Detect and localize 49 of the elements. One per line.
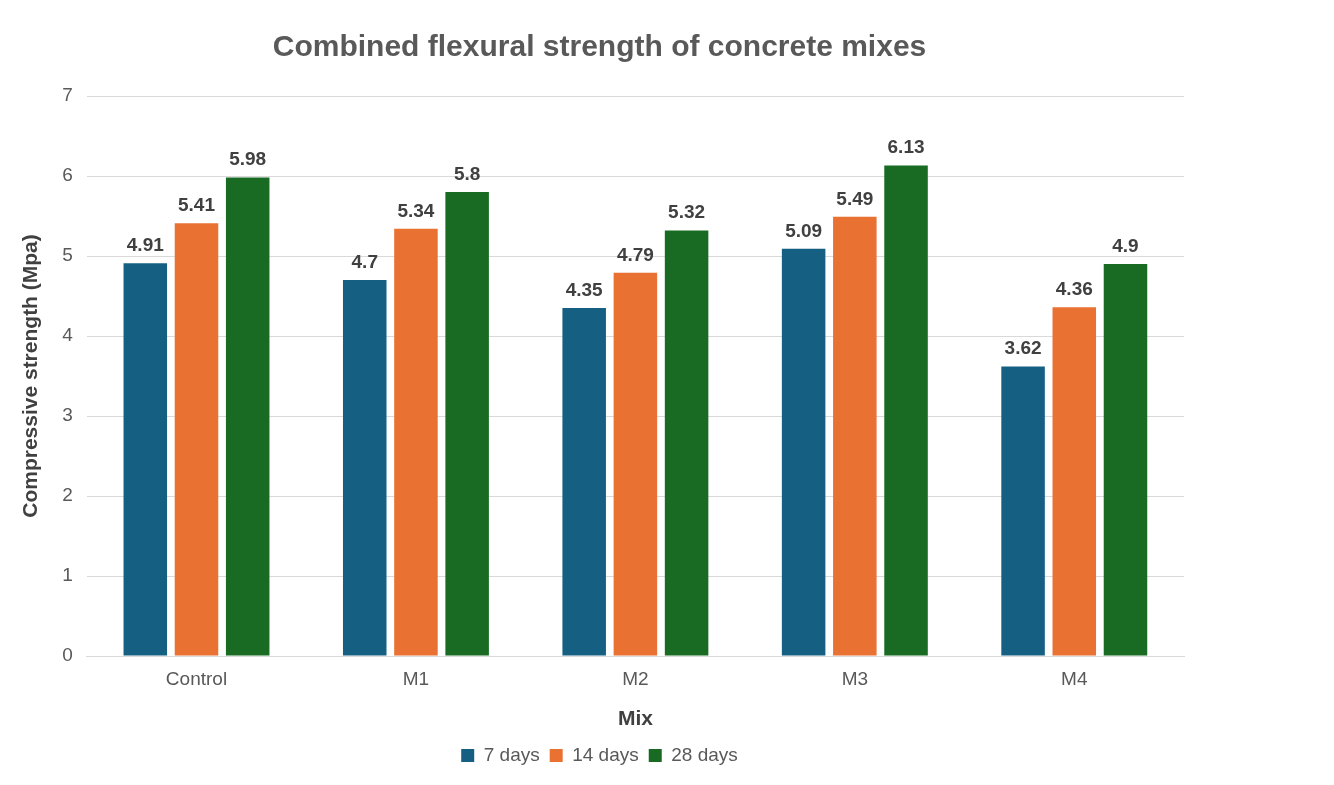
data-label: 4.79 [616,243,654,265]
bar [781,248,826,656]
bar [833,216,877,656]
y-tick-label: 5 [62,244,73,266]
bar [123,263,168,656]
data-label: 4.9 [1112,234,1139,256]
y-tick-label: 1 [62,564,73,586]
x-axis-title: Mix [617,706,654,730]
legend-label: 7 days [483,743,540,765]
x-tick-label: M3 [841,667,869,689]
x-tick-label: Control [165,667,228,689]
bar [225,177,270,656]
legend-label: 14 days [572,743,639,765]
data-label: 4.7 [351,250,378,272]
bar [1001,366,1045,656]
data-label: 6.13 [887,136,925,158]
data-label: 5.41 [178,193,216,215]
y-tick-label: 0 [62,644,73,666]
data-label: 5.8 [453,162,481,184]
bar [1052,307,1097,656]
x-tick-label: M1 [402,667,430,689]
bar [445,192,489,656]
x-tick-label: M2 [622,667,649,689]
y-tick-label: 2 [62,484,73,506]
bar [884,165,928,656]
y-tick-label: 7 [62,84,73,106]
x-tick-label: M4 [1061,667,1088,689]
data-label: 4.91 [126,233,165,255]
data-label: 3.62 [1004,337,1042,359]
bar [394,228,438,656]
chart-title: Combined flexural strength of concrete mixes [272,29,927,63]
legend-label: 28 days [671,743,738,765]
y-axis-title: Compressive strength (Mpa) [18,234,42,518]
data-label: 4.36 [1055,277,1093,299]
y-tick-label: 3 [62,404,73,426]
bar [562,308,606,656]
data-label: 4.35 [565,278,604,300]
data-label: 5.32 [668,201,706,223]
bar [664,230,709,656]
data-label: 5.09 [785,219,823,241]
data-label: 5.34 [397,199,435,221]
bar [613,272,658,656]
data-label: 5.98 [229,148,267,170]
bar [342,280,387,656]
bar [1103,264,1148,656]
y-tick-label: 4 [62,324,74,346]
y-tick-label: 6 [62,164,73,186]
data-label: 5.49 [836,187,874,209]
bar [174,223,219,656]
